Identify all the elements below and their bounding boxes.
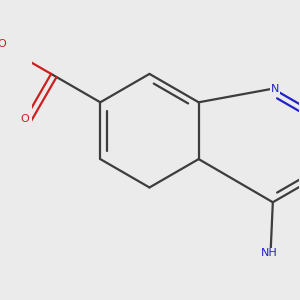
Text: O: O xyxy=(20,114,29,124)
Text: O: O xyxy=(0,39,6,49)
Text: NH: NH xyxy=(261,248,278,258)
Text: N: N xyxy=(271,84,279,94)
